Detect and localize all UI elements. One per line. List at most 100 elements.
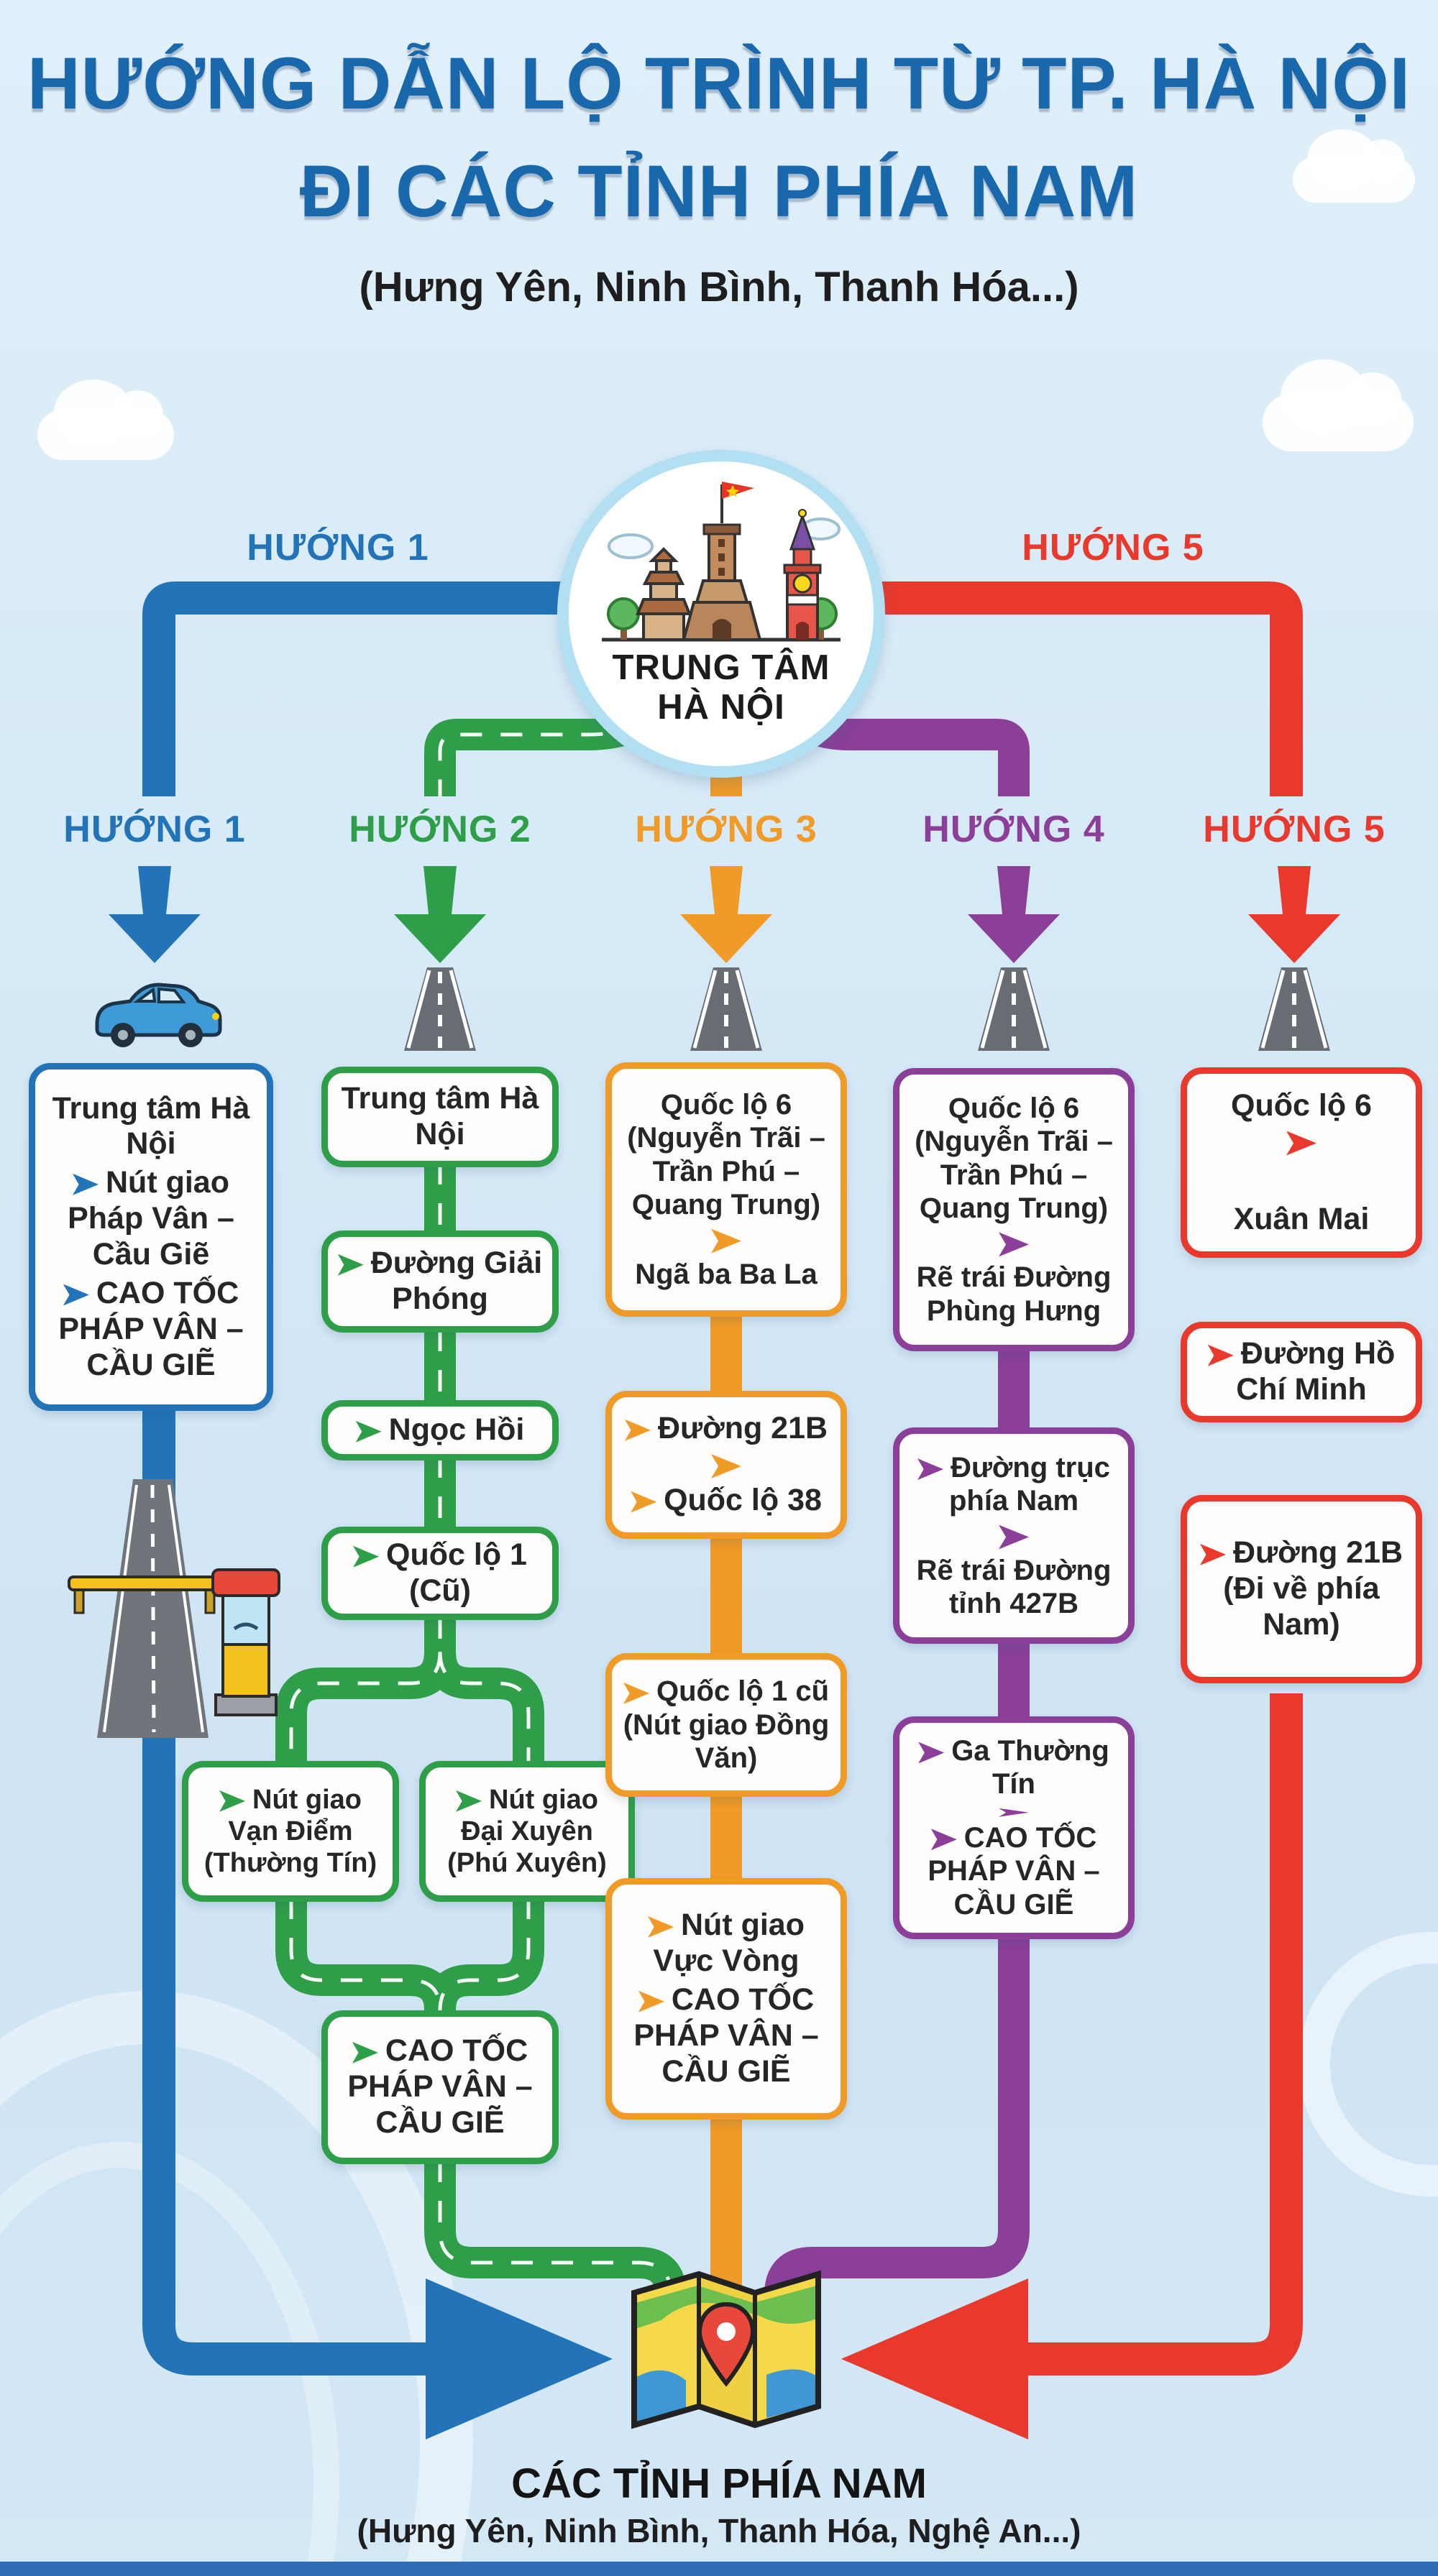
route2-branch-box: Nút giao Vạn Điểm (Thường Tín) [182, 1761, 399, 1902]
route3-step-box: Nút giao Vực Vòng CAO TỐC PHÁP VÂN – CẦU… [605, 1878, 847, 2120]
route-arrow-icon [917, 1458, 944, 1481]
route-arrow-icon [219, 1790, 245, 1812]
car-icon [95, 983, 222, 1047]
box-text: Rẽ trái Đường tỉnh 427B [916, 1554, 1112, 1619]
route-arrow-icon [623, 1682, 649, 1704]
route4-step-box: Ga Thường Tín CAO TỐC PHÁP VÂN – CẦU GIẼ [893, 1716, 1135, 1939]
box-text: Quốc lộ 1 cũ (Nút giao Đồng Văn) [623, 1675, 830, 1775]
box-text: Quốc lộ 6 (Nguyễn Trãi – Trần Phú – Quan… [915, 1092, 1113, 1224]
route-arrow-icon [456, 1790, 482, 1812]
route3-step-box: Quốc lộ 1 cũ (Nút giao Đồng Văn) [605, 1653, 847, 1797]
bottom-strip [0, 2562, 1438, 2576]
route-arrow-icon [1207, 1344, 1234, 1366]
route5-step-box: Quốc lộ 6 Xuân Mai [1181, 1067, 1422, 1258]
road-icon [978, 967, 1050, 1051]
route3-step-box: Đường 21B Quốc lộ 38 [605, 1391, 847, 1539]
route-arrow-icon [999, 1232, 1029, 1257]
box-text: Xuân Mai [1233, 1201, 1370, 1236]
route-arrow-icon [1199, 1543, 1226, 1565]
column-label-route5: HƯỚNG 5 [1203, 809, 1386, 850]
route1-step-box: Trung tâm Hà Nội Nút giao Pháp Vân – Cầu… [29, 1063, 273, 1411]
route-arrow-icon [355, 1420, 382, 1443]
box-text: Đường 21B [624, 1411, 828, 1447]
hanoi-center-hub: TRUNG TÂM HÀ NỘI [557, 450, 885, 778]
box-text: CAO TỐC PHÁP VÂN – CẦU GIẼ [928, 1821, 1100, 1920]
toll-booth-icon [68, 1479, 280, 1738]
page-title-line1: HƯỚNG DẪN LỘ TRÌNH TỪ TP. HÀ NỘI [27, 42, 1411, 124]
box-text: Nút giao Vực Vòng [620, 1908, 832, 1979]
box-text: Đường Hồ Chí Minh [1196, 1336, 1407, 1408]
route-arrow-icon [930, 1828, 957, 1851]
hanoi-illustration [602, 482, 841, 642]
pagoda-icon [636, 547, 692, 641]
route-arrow-icon [353, 1545, 380, 1568]
route-arrow-icon [1286, 1131, 1316, 1156]
column-label-route1: HƯỚNG 1 [63, 809, 246, 850]
route4-step-box: Quốc lộ 6 (Nguyễn Trãi – Trần Phú – Quan… [893, 1068, 1135, 1351]
box-text: Nút giao Đại Xuyên (Phú Xuyên) [447, 1784, 607, 1879]
route-arrow-icon [638, 1990, 664, 2012]
page-subtitle: (Hưng Yên, Ninh Bình, Thanh Hóa...) [359, 264, 1079, 310]
box-text: Quốc lộ 6 (Nguyễn Trãi – Trần Phú – Quan… [627, 1089, 825, 1221]
route-arrow-icon [337, 1254, 364, 1276]
route2-step-box: Trung tâm Hà Nội [321, 1067, 559, 1167]
route2-step-box: Ngọc Hồi [321, 1400, 559, 1460]
box-text: Ga Thường Tín [908, 1734, 1119, 1801]
route-arrow-icon [352, 2041, 378, 2064]
box-text: CAO TỐC PHÁP VÂN – CẦU GIẼ [58, 1275, 244, 1382]
route-arrow-icon [711, 1454, 741, 1478]
destination-subtitle: (Hưng Yên, Ninh Bình, Thanh Hóa, Nghệ An… [357, 2512, 1081, 2549]
box-text: Ngã ba Ba La [635, 1258, 818, 1290]
road-icon [690, 967, 762, 1051]
box-text: Đường trục phía Nam [908, 1451, 1119, 1518]
route-arrow-icon [73, 1173, 99, 1195]
box-text: Đường Giải Phóng [336, 1246, 544, 1317]
clock-tower-icon [783, 509, 822, 641]
route-arrow-icon [999, 1524, 1029, 1550]
route5-line [874, 581, 1303, 2375]
route2-step-box: CAO TỐC PHÁP VÂN – CẦU GIẼ [321, 2010, 559, 2164]
road-icon [404, 967, 476, 1051]
route5-step-box: Đường 21B (Đi về phía Nam) [1181, 1495, 1422, 1683]
route-arrow-icon [918, 1742, 945, 1764]
box-text: Nút giao Vạn Điểm (Thường Tín) [203, 1784, 377, 1879]
box-text: CAO TỐC PHÁP VÂN – CẦU GIẼ [347, 2033, 533, 2140]
route2-branch-box: Nút giao Đại Xuyên (Phú Xuyên) [419, 1761, 635, 1902]
box-text: Đường 21B (Đi về phía Nam) [1196, 1535, 1407, 1643]
route4-step-box: Đường trục phía Nam Rẽ trái Đường tỉnh 4… [893, 1427, 1135, 1644]
route5-arrowhead [841, 2278, 1028, 2439]
top-label-route1: HƯỚNG 1 [247, 527, 429, 569]
direction-down-arrows [109, 866, 1340, 963]
hub-label-line1: TRUNG TÂM [612, 648, 830, 687]
route5-step-box: Đường Hồ Chí Minh [1181, 1322, 1422, 1422]
box-text: Trung tâm Hà Nội [341, 1081, 539, 1151]
hub-label-line2: HÀ NỘI [657, 687, 785, 727]
box-text: Ngọc Hồi [355, 1412, 524, 1448]
top-label-route5: HƯỚNG 5 [1022, 527, 1204, 569]
page-title-line2: ĐI CÁC TỈNH PHÍA NAM [299, 150, 1139, 232]
route-arrow-icon [624, 1419, 651, 1441]
route-arrow-icon [711, 1228, 741, 1254]
cloud-decoration [1293, 129, 1415, 203]
cloud-decoration [1263, 359, 1414, 451]
destination-title: CÁC TỈNH PHÍA NAM [511, 2460, 927, 2507]
route3-step-box: Quốc lộ 6 (Nguyễn Trãi – Trần Phú – Quan… [605, 1062, 847, 1317]
box-text: Trung tâm Hà Nội [52, 1090, 250, 1162]
box-text: Rẽ trái Đường Phùng Hưng [916, 1261, 1112, 1327]
route1-line [142, 581, 565, 2375]
route2-step-box: Đường Giải Phóng [321, 1230, 559, 1333]
box-text: Quốc lộ 1 (Cũ) [336, 1537, 544, 1609]
column-label-route3: HƯỚNG 3 [635, 809, 818, 850]
cloud-decoration [37, 380, 174, 460]
route-arrow-icon [63, 1284, 89, 1306]
box-text: Quốc lộ 6 [1231, 1087, 1372, 1123]
column-label-route2: HƯỚNG 2 [349, 809, 531, 850]
route-arrow-icon [999, 1808, 1029, 1817]
box-text: Nút giao Pháp Vân – Cầu Giẽ [68, 1165, 234, 1271]
route2-step-box: Quốc lộ 1 (Cũ) [321, 1527, 559, 1620]
box-text: CAO TỐC PHÁP VÂN – CẦU GIẼ [633, 1982, 819, 2089]
box-text: Quốc lộ 38 [631, 1483, 822, 1519]
map-icon [631, 2270, 821, 2429]
flag-tower-icon [682, 482, 762, 641]
